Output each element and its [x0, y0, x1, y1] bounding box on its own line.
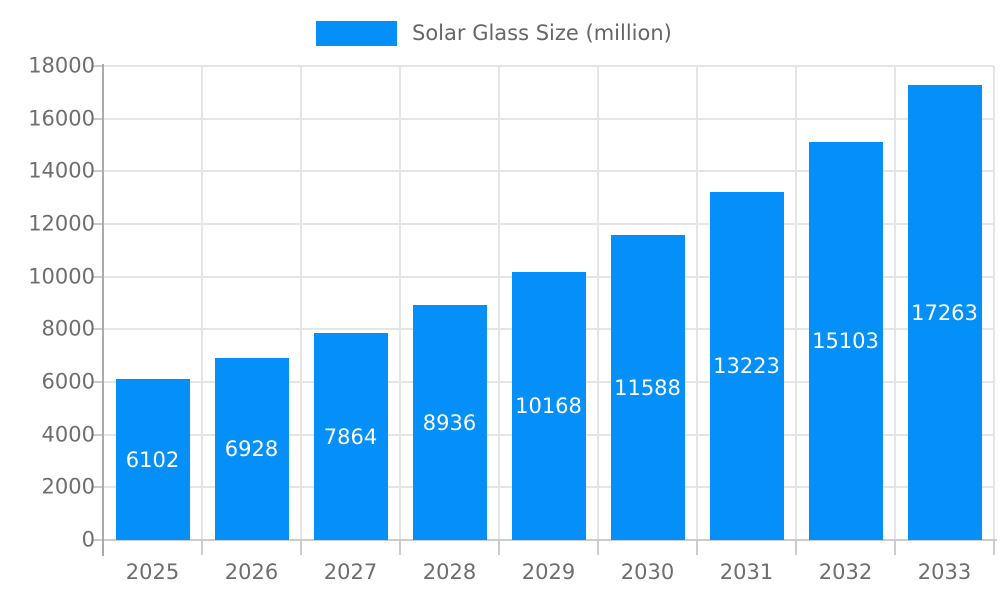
x-axis-label: 2030: [620, 560, 675, 584]
y-axis-label: 14000: [28, 158, 95, 183]
x-axis-line: [93, 539, 997, 541]
bar-value-label: 6928: [224, 437, 279, 461]
y-axis-tick: [93, 65, 103, 67]
bar-2026: [214, 358, 289, 540]
y-axis-tick: [93, 486, 103, 489]
bar-2028: [412, 305, 487, 540]
y-axis-tick: [93, 328, 103, 331]
gridline-vertical: [597, 66, 599, 540]
y-axis-label: 12000: [28, 211, 95, 236]
bar-value-label: 11588: [614, 375, 681, 400]
bar-2025: [115, 379, 190, 540]
gridline-vertical: [300, 66, 302, 540]
gridline-vertical: [498, 66, 500, 540]
gridline-horizontal: [103, 65, 994, 67]
x-axis-label: 2026: [224, 560, 279, 584]
bar-2031: [709, 192, 784, 540]
y-axis-label: 18000: [28, 53, 95, 78]
x-axis-label: 2032: [818, 560, 873, 584]
bar-value-label: 17263: [911, 300, 978, 325]
y-axis-label: 0: [81, 527, 95, 552]
x-axis-tick: [498, 540, 500, 555]
y-axis-label: 6000: [41, 369, 95, 394]
x-axis-label: 2031: [719, 560, 774, 584]
y-axis-label: 8000: [41, 316, 95, 341]
y-axis-tick: [93, 433, 103, 436]
gridline-horizontal: [103, 117, 994, 120]
bar-value-label: 8936: [422, 410, 477, 435]
bar-2029: [511, 272, 586, 540]
x-axis-tick: [795, 540, 797, 555]
bar-2033: [907, 85, 982, 540]
bar-2032: [808, 142, 883, 540]
gridline-vertical: [993, 66, 995, 540]
x-axis-tick: [201, 540, 203, 555]
x-axis-label: 2025: [125, 560, 180, 584]
y-axis-label: 10000: [28, 264, 95, 289]
y-axis-tick: [93, 381, 103, 383]
y-axis-line: [102, 64, 104, 556]
x-axis-label: 2028: [422, 560, 477, 584]
bar-value-label: 15103: [812, 329, 879, 353]
bar-2027: [313, 333, 388, 540]
x-axis-tick: [993, 540, 995, 555]
y-axis-tick: [93, 275, 103, 278]
gridline-horizontal: [103, 223, 994, 225]
gridline-vertical: [894, 66, 896, 540]
legend-label: Solar Glass Size (million): [412, 21, 672, 45]
x-axis-label: 2029: [521, 560, 576, 584]
x-axis-tick: [894, 540, 896, 555]
x-axis-tick: [696, 540, 698, 555]
y-axis-label: 2000: [41, 474, 95, 499]
gridline-vertical: [795, 66, 797, 540]
bar-value-label: 13223: [713, 354, 780, 378]
legend-swatch: [316, 21, 397, 46]
gridline-vertical: [696, 66, 698, 540]
y-axis-tick: [93, 223, 103, 225]
bar-value-label: 7864: [323, 424, 378, 449]
y-axis-label: 16000: [28, 106, 95, 131]
gridline-vertical: [399, 66, 401, 540]
x-axis-tick: [399, 540, 401, 555]
bar-value-label: 6102: [125, 447, 180, 472]
y-axis-label: 4000: [41, 422, 95, 447]
x-axis-tick: [597, 540, 599, 555]
x-axis-tick: [300, 540, 302, 555]
bar-value-label: 10168: [515, 394, 582, 418]
gridline-vertical: [201, 66, 203, 540]
y-axis-tick: [93, 170, 103, 173]
x-axis-label: 2033: [917, 560, 972, 584]
x-axis-label: 2027: [323, 560, 378, 584]
chart-legend-item[interactable]: Solar Glass Size (million): [316, 21, 672, 46]
gridline-horizontal: [103, 170, 994, 173]
y-axis-tick: [93, 117, 103, 120]
bar-2030: [610, 235, 685, 540]
